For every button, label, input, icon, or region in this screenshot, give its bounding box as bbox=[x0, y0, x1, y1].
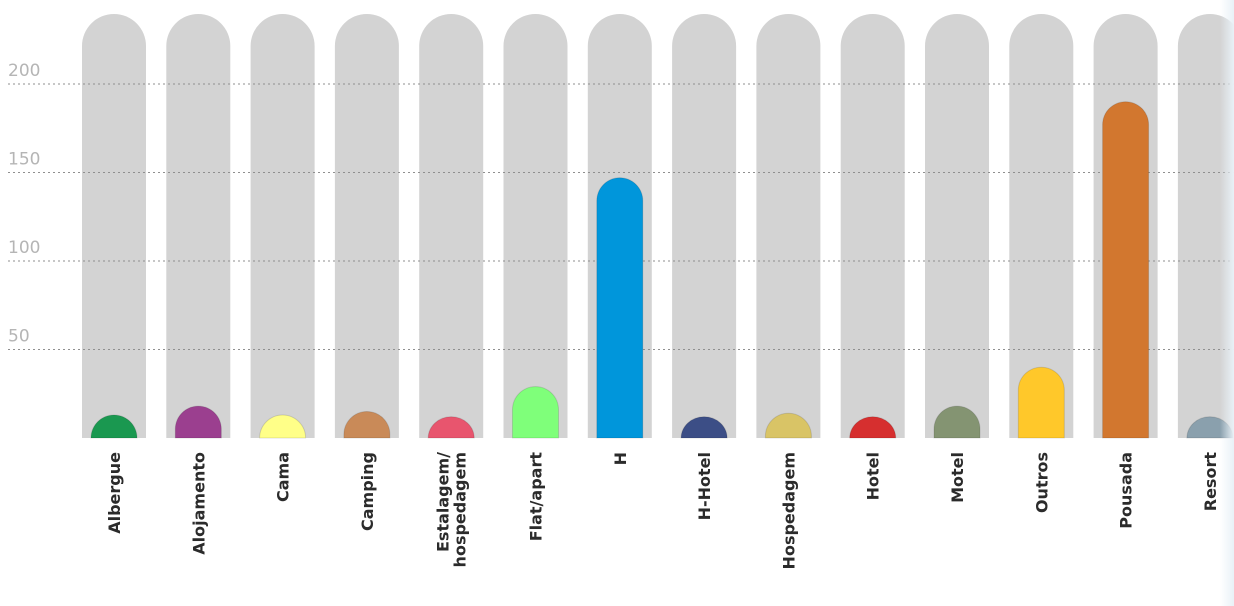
bar-track-albergue bbox=[82, 14, 146, 438]
y-axis-ticks: 50 100 150 200 bbox=[8, 61, 40, 347]
bar-hotel[interactable] bbox=[849, 416, 897, 439]
x-tick-label-outros: Outros bbox=[1032, 452, 1051, 513]
bar-estalagem-hospedagem[interactable] bbox=[427, 416, 475, 439]
gridlines bbox=[8, 83, 1234, 350]
bar-track-hotel bbox=[840, 14, 905, 438]
bar-cama[interactable] bbox=[259, 414, 307, 439]
bar-hospedagem[interactable] bbox=[764, 412, 812, 439]
bar-track-h-hotel bbox=[672, 14, 737, 438]
bars bbox=[90, 101, 1234, 439]
x-tick-label-text: Hospedagem bbox=[779, 452, 798, 569]
x-tick-label-pousada: Pousada bbox=[1117, 452, 1136, 529]
x-tick-label-camping: Camping bbox=[358, 452, 377, 531]
x-tick-label-text: H bbox=[611, 452, 630, 465]
x-tick-label-motel: Motel bbox=[948, 452, 967, 503]
x-tick-label-estalagem-hospedagem: Estalagem/hospedagem bbox=[434, 452, 470, 568]
x-tick-label-alojamento: Alojamento bbox=[189, 452, 208, 555]
x-tick-label-text: Resort bbox=[1201, 452, 1220, 512]
bar-track-motel bbox=[925, 14, 989, 438]
bar-camping[interactable] bbox=[343, 411, 391, 439]
x-axis-ticks: Albergue Alojamento Cama Camping Estalagem/h… bbox=[105, 452, 1220, 570]
y-tick-label-150: 150 bbox=[8, 150, 40, 170]
x-tick-label-text: Hotel bbox=[864, 452, 883, 500]
bar-track-hospedagem bbox=[756, 14, 821, 438]
x-tick-label-text: Albergue bbox=[105, 452, 124, 534]
x-tick-label-h: H bbox=[611, 452, 630, 465]
bar-track-estalagem-hospedagem bbox=[419, 14, 484, 438]
bar-track-flat-apart bbox=[503, 14, 568, 438]
y-tick-label-200: 200 bbox=[8, 61, 40, 81]
right-edge-fade bbox=[1220, 0, 1234, 606]
x-tick-label-text: Flat/apart bbox=[527, 452, 546, 542]
x-tick-label-h-hotel: H-Hotel bbox=[695, 452, 714, 520]
x-tick-label-text: Pousada bbox=[1117, 452, 1136, 529]
x-tick-label-hospedagem: Hospedagem bbox=[779, 452, 798, 569]
x-tick-label-hotel: Hotel bbox=[864, 452, 883, 500]
bar-outros[interactable] bbox=[1017, 366, 1065, 439]
bar-pousada[interactable] bbox=[1102, 101, 1150, 439]
bar-albergue[interactable] bbox=[90, 414, 138, 439]
x-tick-label-flat-apart: Flat/apart bbox=[527, 452, 546, 542]
x-tick-label-albergue: Albergue bbox=[105, 452, 124, 534]
x-tick-label-text: Estalagem/ bbox=[434, 452, 453, 552]
bar-h[interactable] bbox=[596, 177, 644, 439]
bar-track-alojamento bbox=[166, 14, 231, 438]
x-tick-label-text: Cama bbox=[274, 452, 293, 502]
bar-tracks bbox=[82, 13, 1234, 438]
bar-track-camping bbox=[334, 14, 399, 438]
bar-track-outros bbox=[1009, 13, 1074, 438]
bar-motel[interactable] bbox=[933, 405, 981, 439]
x-tick-label-resort: Resort bbox=[1201, 452, 1220, 512]
bar-track-cama bbox=[250, 14, 315, 438]
y-tick-label-50: 50 bbox=[8, 327, 30, 347]
x-tick-label-text: Camping bbox=[358, 452, 377, 531]
x-tick-label-cama: Cama bbox=[274, 452, 293, 502]
bar-h-hotel[interactable] bbox=[680, 416, 728, 439]
bar-flat-apart[interactable] bbox=[512, 386, 559, 439]
y-tick-label-100: 100 bbox=[8, 238, 40, 258]
x-tick-label-text: Outros bbox=[1032, 452, 1051, 513]
bar-track-resort bbox=[1177, 14, 1234, 438]
x-tick-label-text: hospedagem bbox=[451, 452, 470, 567]
x-tick-label-text: H-Hotel bbox=[695, 452, 714, 520]
x-tick-label-text: Alojamento bbox=[189, 452, 208, 555]
bar-alojamento[interactable] bbox=[174, 405, 222, 439]
x-tick-label-text: Motel bbox=[948, 452, 967, 503]
